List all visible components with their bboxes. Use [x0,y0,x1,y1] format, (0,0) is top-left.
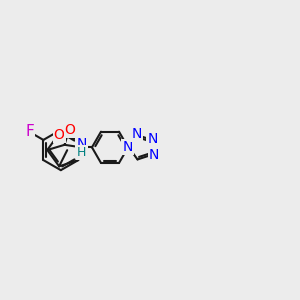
Text: H: H [77,146,86,158]
Text: N: N [122,140,133,154]
Text: N: N [76,137,86,151]
Text: N: N [149,148,159,162]
Text: O: O [65,123,76,136]
Text: N: N [131,127,142,141]
Text: O: O [54,128,64,142]
Text: N: N [148,132,158,146]
Text: F: F [25,124,34,140]
